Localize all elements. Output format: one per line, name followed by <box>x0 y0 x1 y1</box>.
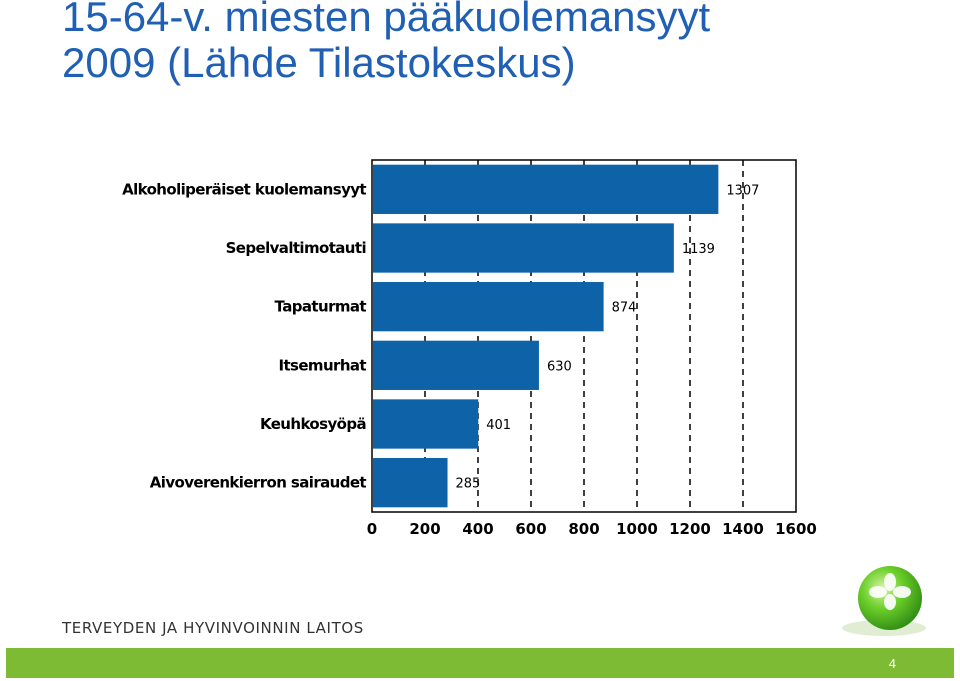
grid-lines <box>424 160 744 512</box>
organization-name: TERVEYDEN JA HYVINVOINNIN LAITOS <box>62 619 364 637</box>
slide-title-line-1: 15-64-v. miesten pääkuolemansyyt <box>62 0 711 40</box>
bar <box>373 399 479 449</box>
category-label: Aivoverenkierron sairaudet <box>150 474 367 492</box>
thl-logo-icon <box>842 566 926 636</box>
x-tick-label: 200 <box>409 520 440 538</box>
page-number: 4 <box>888 656 896 671</box>
x-tick-label: 1400 <box>722 520 764 538</box>
slide-title: 15-64-v. miesten pääkuolemansyyt 2009 (L… <box>62 0 942 86</box>
bar <box>373 340 539 390</box>
footer-bar: 4 <box>6 648 954 678</box>
slide-title-line-2: 2009 (Lähde Tilastokeskus) <box>62 39 576 86</box>
category-label: Tapaturmat <box>275 298 367 316</box>
bars <box>373 164 719 508</box>
value-label: 1307 <box>726 183 759 198</box>
bar-chart: Alkoholiperäiset kuolemansyyt Sepelvaltim… <box>122 159 817 538</box>
value-label: 285 <box>456 477 481 492</box>
x-tick-label: 1000 <box>616 520 658 538</box>
category-label: Alkoholiperäiset kuolemansyyt <box>122 180 366 198</box>
value-label: 630 <box>547 359 572 374</box>
x-tick-label: 1200 <box>669 520 711 538</box>
x-tick-label: 1600 <box>775 520 817 538</box>
x-tick-label: 600 <box>515 520 546 538</box>
value-labels: 1307 1139 874 630 401 285 <box>456 183 760 491</box>
value-label: 874 <box>612 301 637 316</box>
category-label: Keuhkosyöpä <box>260 415 366 433</box>
x-tick-label: 0 <box>367 520 377 538</box>
x-axis-ticks: 0 200 400 600 800 1000 1200 1400 1600 <box>367 520 817 538</box>
category-labels: Alkoholiperäiset kuolemansyyt Sepelvaltim… <box>122 180 367 492</box>
bar <box>373 223 674 273</box>
bar <box>373 458 448 508</box>
bar <box>373 282 604 332</box>
x-tick-label: 400 <box>462 520 493 538</box>
x-tick-label: 800 <box>568 520 599 538</box>
category-label: Sepelvaltimotauti <box>226 239 366 257</box>
category-label: Itsemurhat <box>278 356 366 374</box>
value-label: 401 <box>486 418 511 433</box>
value-label: 1139 <box>682 242 715 257</box>
bar <box>373 164 719 214</box>
